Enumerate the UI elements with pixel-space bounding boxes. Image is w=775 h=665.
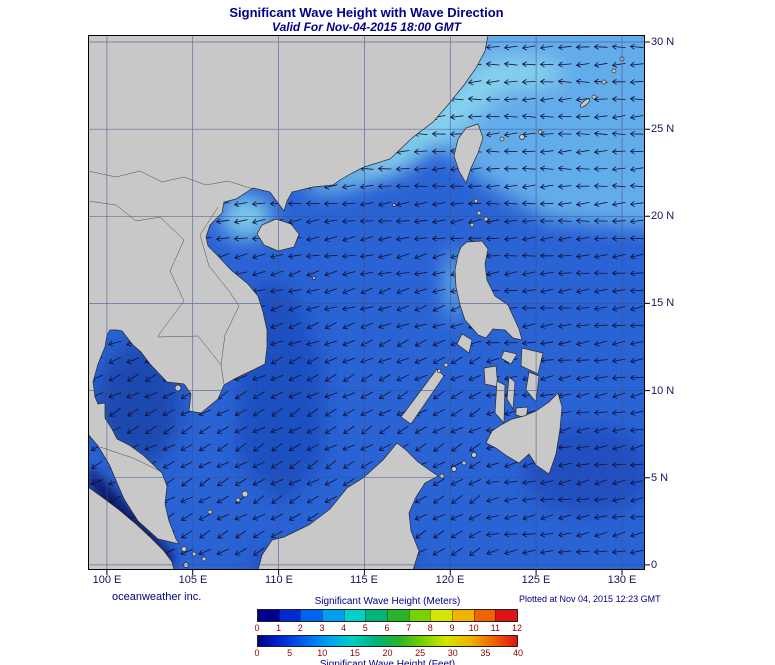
country-borders xyxy=(88,170,254,473)
meters-tick: 4 xyxy=(341,623,347,633)
feet-tick: 40 xyxy=(512,648,524,658)
lon-label: 130 E xyxy=(607,574,637,586)
feet-tick: 10 xyxy=(317,648,328,658)
land-panay xyxy=(483,365,499,388)
meters-tick: 0 xyxy=(254,623,260,633)
feet-tick: 0 xyxy=(254,648,260,658)
lat-label: 20 N xyxy=(651,210,675,222)
lat-label: 5 N xyxy=(651,472,669,484)
feet-legend-label: Significant Wave Height (Feet) xyxy=(319,659,456,665)
lon-label: 120 E xyxy=(435,574,465,586)
oceanweather-credit: oceanweather inc. xyxy=(112,591,202,603)
meters-legend-label: Significant Wave Height (Meters) xyxy=(314,596,461,607)
lon-label: 110 E xyxy=(265,574,293,586)
feet-tick: 20 xyxy=(382,648,393,658)
feet-tick: 25 xyxy=(415,648,426,658)
feet-ticks: 0 5 10 15 20 25 30 35 40 xyxy=(254,648,523,658)
colorbar-legend: Significant Wave Height (Meters) 0 1 2 3… xyxy=(254,596,523,665)
wave-height-map xyxy=(88,35,650,575)
meters-tick: 3 xyxy=(319,623,325,633)
land-asia-mainland xyxy=(88,35,489,545)
lon-label: 105 E xyxy=(178,574,208,586)
land-cebu xyxy=(506,376,516,411)
plotted-timestamp: Plotted at Nov 04, 2015 12:23 GMT xyxy=(519,594,661,604)
feet-tick: 15 xyxy=(349,648,360,658)
land-taiwan xyxy=(453,123,484,184)
meters-tick: 7 xyxy=(406,623,412,633)
meters-ticks: 0 1 2 3 4 5 6 7 8 9 10 11 12 xyxy=(254,623,522,633)
axis-ticks xyxy=(106,41,650,575)
lat-label: 15 N xyxy=(651,297,675,309)
land-sumatra xyxy=(88,486,175,570)
meters-colorbar xyxy=(257,609,518,622)
map-frame xyxy=(88,35,645,570)
meters-tick: 10 xyxy=(468,623,479,633)
land-masbate xyxy=(500,350,518,365)
meters-tick: 9 xyxy=(449,623,455,633)
latlon-grid xyxy=(88,35,645,570)
feet-tick: 35 xyxy=(480,648,491,658)
feet-tick: 5 xyxy=(287,648,293,658)
page-title: Significant Wave Height with Wave Direct… xyxy=(229,5,504,20)
land-luzon xyxy=(454,240,523,341)
lon-label: 115 E xyxy=(350,574,378,586)
feet-tick: 30 xyxy=(447,648,458,658)
meters-tick: 12 xyxy=(511,623,523,633)
meters-tick: 2 xyxy=(297,623,303,633)
meters-tick: 11 xyxy=(490,623,500,633)
meters-tick: 6 xyxy=(384,623,390,633)
lat-label: 0 xyxy=(651,559,658,571)
lat-label: 10 N xyxy=(651,385,675,397)
land-mindoro xyxy=(456,333,473,354)
feet-colorbar xyxy=(257,635,518,647)
lon-label: 125 E xyxy=(521,574,551,586)
meters-tick: 8 xyxy=(427,623,433,633)
meters-tick: 5 xyxy=(362,623,368,633)
lat-label: 25 N xyxy=(651,123,675,135)
map-clip-group xyxy=(88,35,645,570)
meters-tick: 1 xyxy=(276,623,282,633)
valid-time-subtitle: Valid For Nov-04-2015 18:00 GMT xyxy=(272,20,461,34)
land-mindanao xyxy=(485,392,563,475)
land-borneo xyxy=(257,442,439,570)
land-hainan xyxy=(256,218,300,252)
land-layer xyxy=(88,35,625,570)
lon-label: 100 E xyxy=(92,574,122,586)
lat-label: 30 N xyxy=(651,36,675,48)
land-palawan xyxy=(400,368,445,425)
